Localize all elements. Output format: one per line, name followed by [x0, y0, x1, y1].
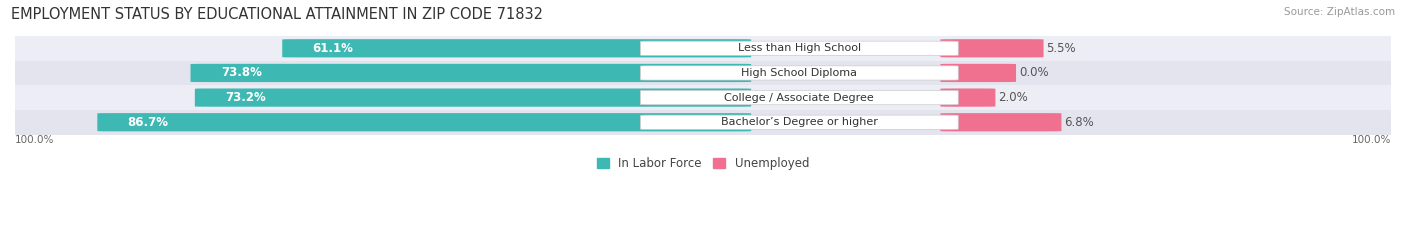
Text: College / Associate Degree: College / Associate Degree	[724, 93, 875, 103]
Text: 0.0%: 0.0%	[1019, 66, 1049, 79]
Text: EMPLOYMENT STATUS BY EDUCATIONAL ATTAINMENT IN ZIP CODE 71832: EMPLOYMENT STATUS BY EDUCATIONAL ATTAINM…	[11, 7, 543, 22]
FancyBboxPatch shape	[640, 66, 959, 80]
Text: 61.1%: 61.1%	[312, 42, 353, 55]
FancyBboxPatch shape	[283, 39, 751, 57]
Text: 100.0%: 100.0%	[1351, 135, 1391, 145]
Bar	[15, 61, 1391, 85]
Text: High School Diploma: High School Diploma	[741, 68, 858, 78]
Text: 6.8%: 6.8%	[1064, 116, 1094, 129]
Text: Less than High School: Less than High School	[738, 43, 860, 53]
Text: 100.0%: 100.0%	[15, 135, 55, 145]
FancyBboxPatch shape	[941, 39, 1043, 57]
FancyBboxPatch shape	[941, 113, 1062, 131]
Text: 86.7%: 86.7%	[128, 116, 169, 129]
Bar	[15, 36, 1391, 61]
Text: 73.8%: 73.8%	[221, 66, 262, 79]
Text: 5.5%: 5.5%	[1046, 42, 1076, 55]
FancyBboxPatch shape	[640, 115, 959, 129]
FancyBboxPatch shape	[195, 89, 751, 107]
FancyBboxPatch shape	[941, 89, 995, 107]
Legend: In Labor Force, Unemployed: In Labor Force, Unemployed	[598, 157, 808, 170]
Text: Source: ZipAtlas.com: Source: ZipAtlas.com	[1284, 7, 1395, 17]
FancyBboxPatch shape	[97, 113, 751, 131]
Text: Bachelor’s Degree or higher: Bachelor’s Degree or higher	[721, 117, 877, 127]
FancyBboxPatch shape	[640, 90, 959, 105]
FancyBboxPatch shape	[640, 41, 959, 55]
FancyBboxPatch shape	[941, 64, 1017, 82]
Bar	[15, 110, 1391, 135]
Text: 2.0%: 2.0%	[998, 91, 1028, 104]
FancyBboxPatch shape	[190, 64, 751, 82]
Bar	[15, 85, 1391, 110]
Text: 73.2%: 73.2%	[225, 91, 266, 104]
